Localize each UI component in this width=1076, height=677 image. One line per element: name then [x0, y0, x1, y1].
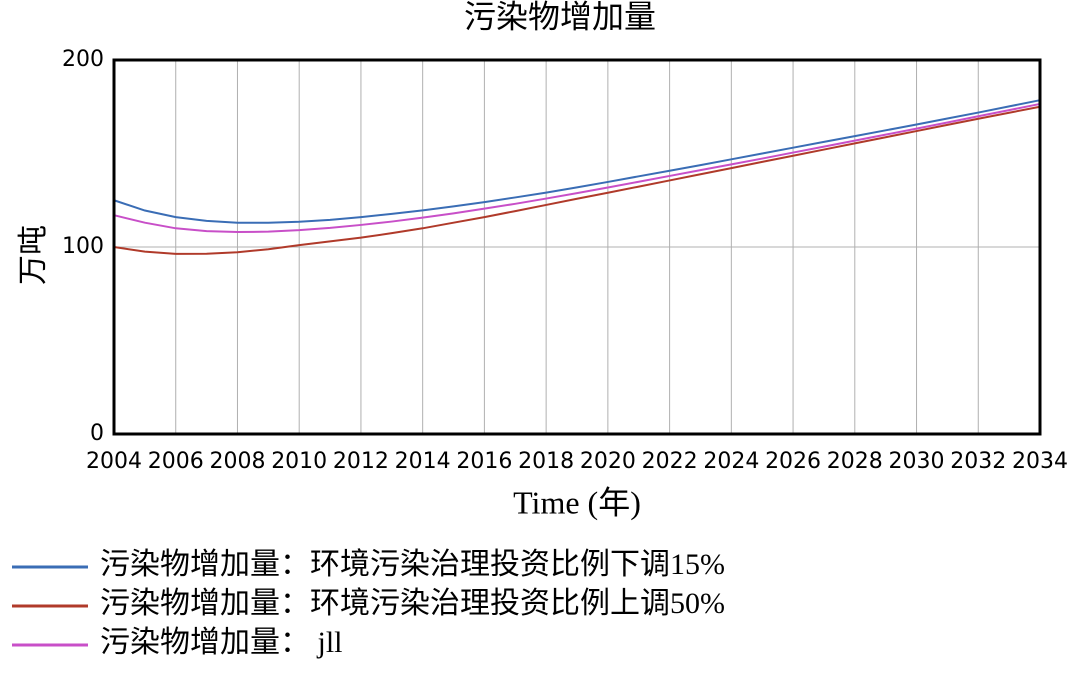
x-tick-label: 2016	[456, 449, 512, 474]
x-tick-label: 2004	[86, 449, 142, 474]
legend-label: 污染物增加量： jll	[100, 626, 343, 659]
legend-label: 污染物增加量：环境污染治理投资比例上调50%	[100, 587, 725, 620]
x-tick-label: 2030	[889, 449, 945, 474]
series-line	[113, 99, 1041, 224]
x-tick-label: 2018	[518, 449, 574, 474]
y-tick-label: 100	[62, 234, 104, 259]
plot-frame	[112, 58, 1042, 436]
x-tick-label: 2032	[950, 449, 1006, 474]
y-tick-label: 200	[62, 47, 104, 72]
x-tick-label: 2014	[395, 449, 451, 474]
x-tick-label: 2026	[765, 449, 821, 474]
y-tick-label: 0	[90, 421, 104, 446]
series-line	[113, 105, 1041, 255]
x-tick-label: 2008	[209, 449, 265, 474]
x-tick-label: 2034	[1012, 449, 1068, 474]
x-tick-label: 2006	[148, 449, 204, 474]
x-tick-label: 2028	[827, 449, 883, 474]
legend-label: 污染物增加量：环境污染治理投资比例下调15%	[100, 548, 725, 581]
x-tick-label: 2022	[642, 449, 698, 474]
x-tick-label: 2010	[271, 449, 327, 474]
x-tick-label: 2024	[703, 449, 759, 474]
x-tick-label: 2012	[333, 449, 389, 474]
x-axis-label: Time (年)	[513, 484, 641, 520]
x-tick-label: 2020	[580, 449, 636, 474]
y-axis-label: 万吨	[17, 225, 50, 285]
chart-title: 污染物增加量	[464, 0, 656, 34]
series-line	[113, 102, 1041, 234]
